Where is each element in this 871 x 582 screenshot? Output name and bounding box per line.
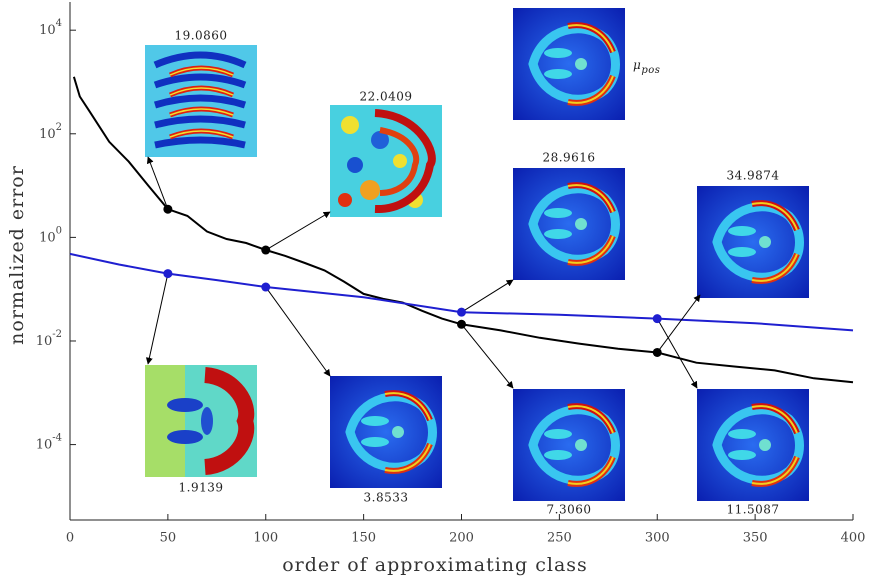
inset-label: 19.0860 <box>174 29 227 43</box>
annotation-arrow <box>656 294 701 353</box>
annotation-arrow <box>265 286 331 377</box>
inset-image <box>697 389 809 501</box>
y-tick-label: 104 <box>39 18 62 38</box>
point-marker <box>261 245 271 255</box>
x-tick-label: 150 <box>351 531 376 546</box>
point-marker <box>457 307 466 317</box>
y-tick-label: 10-4 <box>36 432 62 452</box>
y-axis-title: normalized error <box>6 165 28 345</box>
point-marker <box>652 347 662 357</box>
inset-label: 34.9874 <box>726 169 779 183</box>
inset-image <box>513 389 625 501</box>
x-tick-label: 350 <box>743 531 768 546</box>
inset-image <box>513 8 625 120</box>
annotation-arrow <box>461 279 514 313</box>
inset-label: 3.8533 <box>364 491 409 505</box>
annotation-arrow <box>145 273 169 365</box>
inset-image <box>697 186 809 298</box>
inset-label: 28.9616 <box>542 151 595 165</box>
inset-label: 11.5087 <box>726 503 779 517</box>
y-tick-label: 10-2 <box>36 328 62 348</box>
point-marker <box>652 314 662 324</box>
inset-label: 22.0409 <box>359 90 412 104</box>
point-marker <box>261 282 271 292</box>
inset-image <box>330 376 442 488</box>
annotation-arrow <box>265 211 331 251</box>
x-tick-label: 0 <box>66 531 74 546</box>
inset-label: 7.3060 <box>547 503 592 517</box>
inset-label: μpos <box>633 58 660 76</box>
annotation-arrow <box>461 323 514 389</box>
inset-images <box>145 8 809 501</box>
inset-label: 1.9139 <box>179 481 224 495</box>
annotation-arrow <box>656 318 698 389</box>
x-tick-label: 100 <box>253 531 278 546</box>
x-tick-label: 300 <box>645 531 670 546</box>
inset-image <box>145 365 257 477</box>
inset-image <box>513 168 625 280</box>
series-line <box>69 252 854 332</box>
inset-image <box>330 105 442 217</box>
x-axis-title: order of approximating class <box>282 554 588 576</box>
x-tick-label: 400 <box>841 531 866 546</box>
inset-image <box>145 45 257 157</box>
y-tick-label: 100 <box>39 225 62 245</box>
y-tick-label: 102 <box>39 121 62 141</box>
x-tick-label: 50 <box>160 531 177 546</box>
x-tick-label: 250 <box>547 531 572 546</box>
point-marker <box>457 319 466 329</box>
series-line <box>72 76 854 384</box>
point-marker <box>163 269 173 279</box>
annotation-arrow <box>146 156 169 210</box>
x-tick-label: 200 <box>449 531 474 546</box>
point-marker <box>163 204 173 214</box>
